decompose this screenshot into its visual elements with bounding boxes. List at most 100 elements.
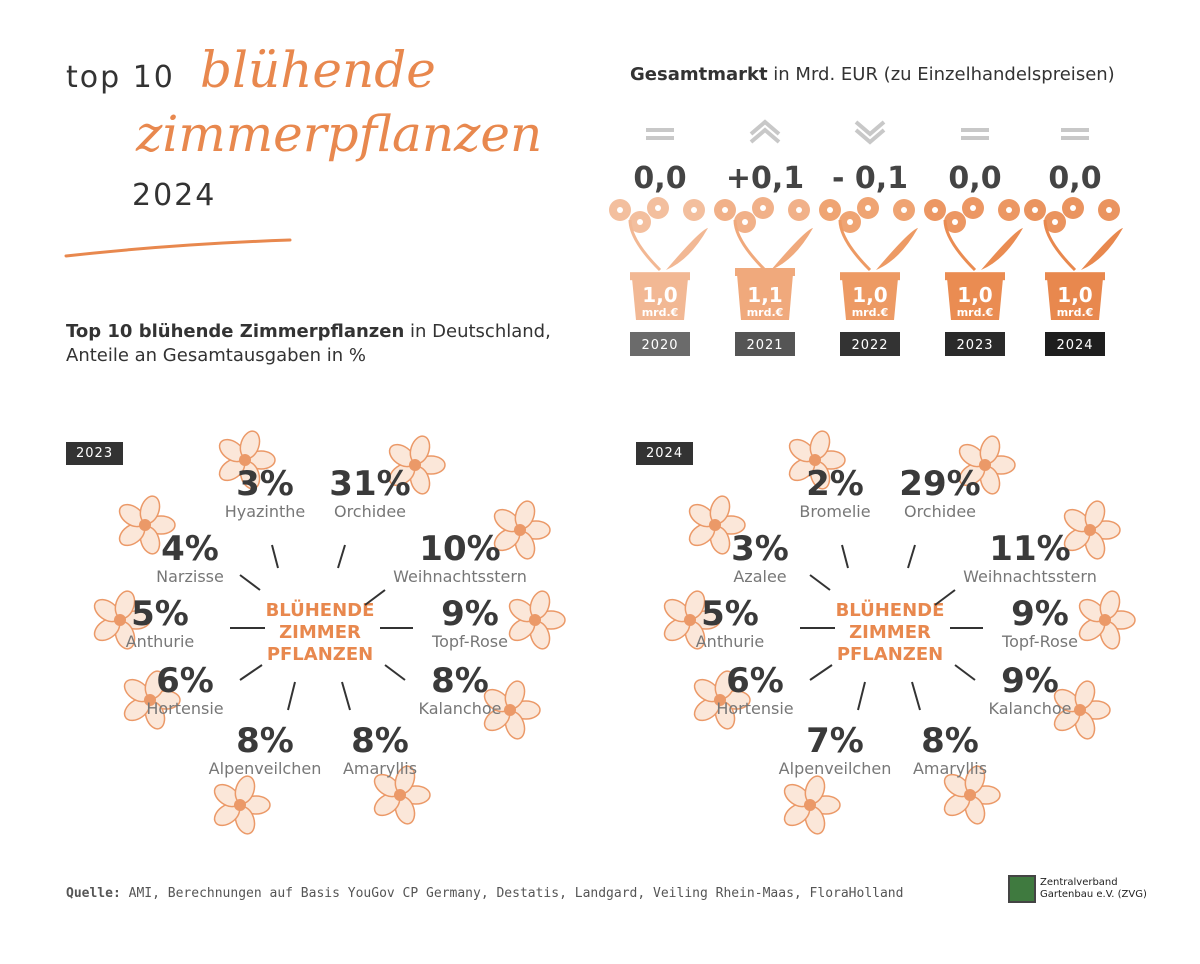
flower-icon (123, 670, 181, 730)
share-value: 4% (161, 529, 219, 569)
title-script-line2: zimmerpflanzen (136, 105, 543, 163)
flower-icon (388, 435, 446, 495)
share-name: Alpenveilchen (779, 759, 892, 778)
equal-icon (1061, 128, 1089, 140)
share-item-weihnachtsstern: 10%Weihnachtsstern (364, 500, 551, 606)
flower-icon (508, 590, 566, 650)
share-item-topf-rose: 9%Topf-Rose (380, 590, 566, 651)
share-name: Anthurie (696, 632, 765, 651)
pot-rim (945, 272, 1005, 281)
ray-line (271, 544, 279, 569)
ray-line (911, 681, 921, 711)
center-label-line: BLÜHENDE (836, 599, 945, 621)
share-name: Weihnachtsstern (393, 567, 527, 586)
share-name: Hortensie (716, 699, 793, 718)
pot-rim (630, 272, 690, 281)
market-change-label: 0,0 (948, 161, 1001, 196)
market-pot-bar (842, 278, 898, 320)
flower-icon (483, 680, 541, 740)
pot-rim (840, 272, 900, 281)
market-value-label: 1,1 (747, 283, 782, 307)
flower-icon (1078, 590, 1136, 650)
subtitle-rest: in Deutschland, (404, 321, 551, 342)
flower-icon (714, 197, 813, 272)
zvg-logo: Zentralverband Gartenbau e.V. (ZVG) (1008, 875, 1147, 903)
market-pot-bar (632, 278, 688, 320)
year-tag-2023: 2023 (66, 442, 124, 465)
source-note: Quelle: AMI, Berechnungen auf Basis YouG… (66, 886, 903, 901)
market-change-label: +0,1 (726, 161, 804, 196)
subtitle-bold: Top 10 blühende Zimmerpflanzen (66, 321, 405, 342)
market-pot-bar (737, 274, 793, 320)
market-unit-label: mrd.€ (957, 306, 994, 319)
flower-icon (924, 197, 1023, 272)
share-name: Amaryllis (913, 759, 987, 778)
market-year-label: 2021 (746, 338, 783, 353)
flower-icon (663, 590, 721, 650)
market-change-label: 0,0 (1048, 161, 1101, 196)
market-year-label: 2023 (956, 338, 993, 353)
market-year-tag (630, 332, 690, 356)
ray-line (287, 681, 296, 711)
share-name: Amaryllis (343, 759, 417, 778)
center-label-line: PFLANZEN (267, 644, 373, 665)
flower-icon (213, 775, 271, 835)
subtitle-line2: Anteile an Gesamtausgaben in % (66, 345, 366, 366)
year-tag-2024: 2024 (636, 442, 694, 465)
flower-icon (693, 670, 751, 730)
share-name: Alpenveilchen (209, 759, 322, 778)
share-item-amaryllis: 8%Amaryllis (911, 681, 1001, 825)
share-value: 8% (921, 721, 979, 761)
share-value: 6% (156, 661, 214, 701)
market-year-label: 2022 (851, 338, 888, 353)
share-item-alpenveilchen: 7%Alpenveilchen (779, 681, 892, 835)
share-item-hortensie: 6%Hortensie (693, 661, 833, 730)
title-year: 2024 (132, 178, 217, 213)
share-item-hyazinthe: 3%Hyazinthe (218, 430, 305, 569)
share-item-narzisse: 4%Narzisse (118, 495, 261, 591)
share-item-alpenveilchen: 8%Alpenveilchen (209, 681, 322, 835)
share-item-weihnachtsstern: 11%Weihnachtsstern (934, 500, 1121, 606)
flower-icon (493, 500, 551, 560)
share-value: 7% (806, 721, 864, 761)
source-text: AMI, Berechnungen auf Basis YouGov CP Ge… (120, 886, 904, 901)
center-label-line: ZIMMER (279, 622, 361, 643)
share-name: Orchidee (334, 502, 406, 521)
share-item-orchidee: 29%Orchidee (899, 435, 1016, 569)
center-label-line: ZIMMER (849, 622, 931, 643)
ray-line (841, 544, 849, 569)
market-change-label: - 0,1 (832, 161, 908, 196)
market-title-rest: in Mrd. EUR (zu Einzelhandelspreisen) (767, 64, 1115, 85)
share-name: Topf-Rose (431, 632, 508, 651)
share-name: Hortensie (146, 699, 223, 718)
flower-icon (93, 590, 151, 650)
share-item-anthurie: 5%Anthurie (93, 590, 265, 651)
flower-icon (958, 435, 1016, 495)
market-value-label: 1,0 (852, 283, 887, 307)
share-value: 9% (1001, 661, 1059, 701)
ray-line (809, 664, 833, 681)
flower-icon (609, 197, 708, 272)
share-item-hortensie: 6%Hortensie (123, 661, 263, 730)
share-name: Kalanchoe (989, 699, 1072, 718)
logo-line2: Gartenbau e.V. (ZVG) (1040, 889, 1147, 900)
share-value: 29% (899, 464, 980, 504)
share-value: 3% (731, 529, 789, 569)
share-item-anthurie: 5%Anthurie (663, 590, 835, 651)
ray-line (934, 589, 956, 606)
share-item-topf-rose: 9%Topf-Rose (950, 590, 1136, 651)
share-name: Weihnachtsstern (963, 567, 1097, 586)
share-value: 2% (806, 464, 864, 504)
share-item-bromelie: 2%Bromelie (788, 430, 871, 569)
market-change-label: 0,0 (633, 161, 686, 196)
equal-icon (646, 128, 674, 140)
logo-line1: Zentralverband (1040, 877, 1118, 888)
market-year-tag (945, 332, 1005, 356)
share-value: 8% (351, 721, 409, 761)
flower-icon (819, 197, 918, 272)
share-value: 8% (236, 721, 294, 761)
